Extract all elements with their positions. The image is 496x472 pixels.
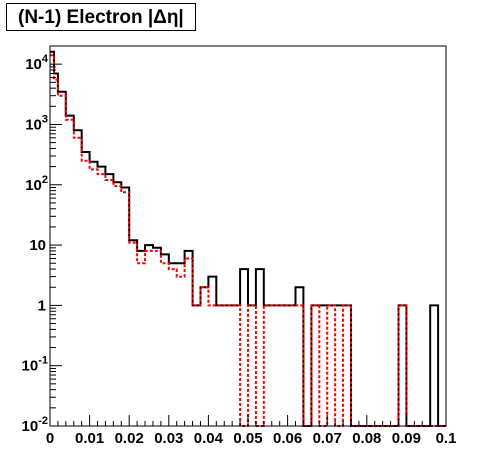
x-axis: 0 0.01 0.02 0.03 0.04 0.05 0.06 0.07 0.08 0.09 0.1 bbox=[46, 415, 457, 447]
y-tick-label: 104 bbox=[25, 53, 49, 73]
x-tick-label: 0.1 bbox=[436, 430, 457, 447]
histogram-layer bbox=[50, 50, 446, 427]
y-tick-label: 10 bbox=[29, 237, 46, 254]
x-tick-label: 0.04 bbox=[194, 430, 224, 447]
y-tick-label: 1 bbox=[38, 297, 46, 314]
y-tick-label: 102 bbox=[25, 174, 48, 194]
x-tick-label: 0.06 bbox=[273, 430, 302, 447]
y-tick-label: 10-1 bbox=[22, 355, 48, 375]
x-tick-label: 0 bbox=[46, 430, 54, 447]
chart-title: (N-1) Electron |Δη| bbox=[6, 3, 196, 31]
x-tick-label: 0.03 bbox=[154, 430, 183, 447]
x-tick-label: 0.01 bbox=[75, 430, 104, 447]
y-tick-label: 103 bbox=[25, 113, 48, 133]
x-tick-label: 0.02 bbox=[115, 430, 144, 447]
y-tick-label: 10-2 bbox=[22, 415, 48, 435]
histogram-red-dashed bbox=[50, 54, 446, 427]
x-tick-label: 0.09 bbox=[392, 430, 421, 447]
x-tick-label: 0.07 bbox=[313, 430, 342, 447]
x-tick-label: 0.05 bbox=[233, 430, 262, 447]
x-tick-label: 0.08 bbox=[352, 430, 381, 447]
